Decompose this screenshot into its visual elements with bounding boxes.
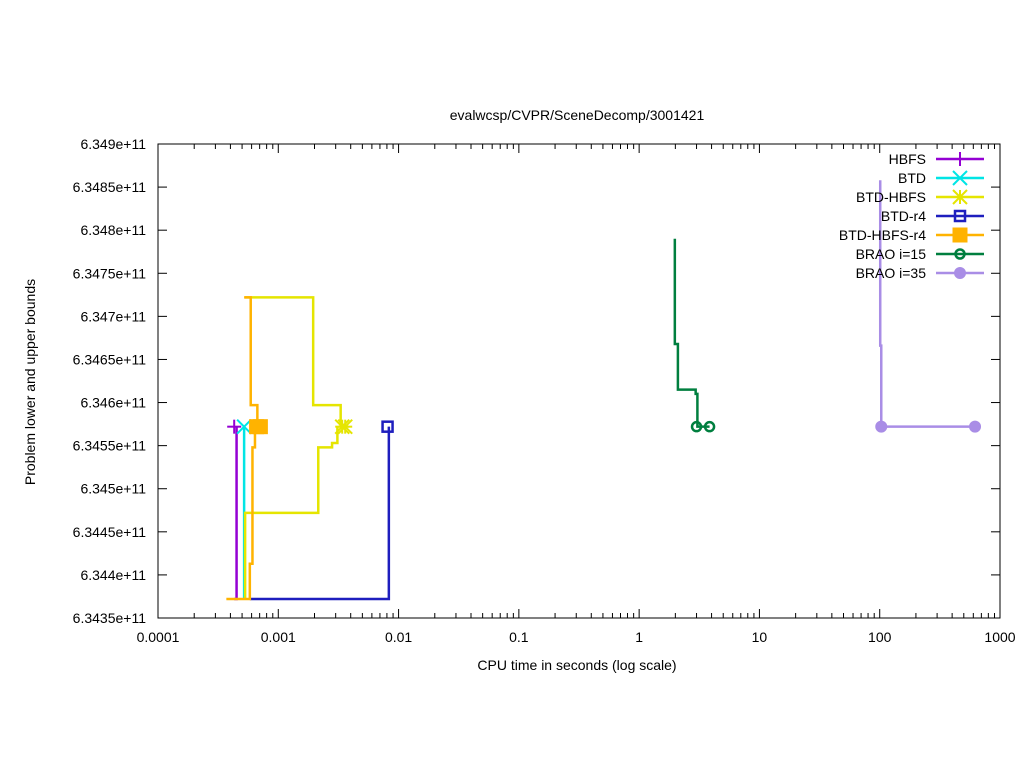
y-tick-label: 6.3455e+11 <box>73 438 147 454</box>
legend-marker <box>953 152 967 166</box>
x-tick-label: 0.1 <box>509 629 529 645</box>
legend-entry-brao-i-15: BRAO i=15 <box>856 246 984 262</box>
series-marker-btd <box>236 418 252 435</box>
y-tick-label: 6.3465e+11 <box>73 351 147 367</box>
y-tick-label: 6.347e+11 <box>80 308 146 324</box>
series-marker-btd-hbfs-r4 <box>252 419 268 435</box>
series-marker-brao-i-15-shape <box>703 420 716 433</box>
series-marker-btd-r4-shape <box>381 420 394 433</box>
series-marker-btd-hbfs-r4-shape <box>252 419 268 435</box>
series-line-btd-hbfs-r4 <box>244 296 259 427</box>
series-line-brao-i-15 <box>673 238 710 428</box>
series-marker-brao-i-35-shape <box>969 420 982 433</box>
x-tick-label: 0.01 <box>385 629 412 645</box>
legend-marker-d2 <box>952 170 968 186</box>
series-marker-brao-i-35-shape <box>875 420 888 433</box>
legend-marker-d2 <box>952 189 968 205</box>
x-tick-label: 100 <box>868 629 892 645</box>
series-marker-brao-i-15 <box>690 420 703 433</box>
legend-entry-btd: BTD <box>898 170 984 186</box>
legend-label: BTD-r4 <box>881 208 926 224</box>
plot-area-border <box>157 143 1001 619</box>
series-line-brao-i-35 <box>878 180 976 428</box>
x-tick-label: 1 <box>635 629 643 645</box>
x-tick-label: 0.001 <box>261 629 296 645</box>
legend-marker <box>952 170 968 186</box>
series-marker-btd-d2 <box>236 418 252 435</box>
y-tick-label: 6.349e+11 <box>80 136 146 152</box>
series-marker-btd-hbfs <box>337 418 353 435</box>
legend-marker <box>952 189 968 205</box>
series-line-btd-hbfs <box>245 296 342 427</box>
x-tick-label: 0.0001 <box>137 629 180 645</box>
legend-marker-shape <box>954 267 966 279</box>
legend-marker <box>953 209 967 223</box>
y-tick-label: 6.348e+11 <box>80 222 146 238</box>
legend-entry-btd-hbfs: BTD-HBFS <box>856 189 984 205</box>
series-line-hbfs <box>234 426 238 601</box>
legend-label: HBFS <box>889 151 926 167</box>
chart-title: evalwcsp/CVPR/SceneDecomp/3001421 <box>450 107 705 123</box>
series-line-btd-r4 <box>249 426 391 601</box>
series-lines <box>226 180 976 601</box>
legend: HBFS BTD BTD-HBFS BTD-r4 BTD-HBFS-r4 BRAO i=1… <box>839 151 984 281</box>
y-tick-label: 6.346e+11 <box>80 395 146 411</box>
series-marker-brao-i-35 <box>875 420 888 433</box>
series-marker-hbfs <box>227 419 242 434</box>
series-line-btd-hbfs <box>243 426 339 600</box>
axis-ticks <box>157 143 1001 619</box>
legend-marker-shape <box>954 248 966 260</box>
legend-label: BRAO i=35 <box>856 265 927 281</box>
y-tick-label: 6.3435e+11 <box>73 610 147 626</box>
y-axis-title: Problem lower and upper bounds <box>22 279 38 485</box>
series-marker-btd-hbfs-d2 <box>337 418 353 435</box>
series-line-btd-hbfs-r4 <box>226 426 257 601</box>
series-marker-brao-i-15-shape <box>690 420 703 433</box>
y-tick-label: 6.345e+11 <box>80 481 146 497</box>
legend-label: BTD-HBFS-r4 <box>839 227 926 243</box>
legend-entry-brao-i-35: BRAO i=35 <box>856 265 984 281</box>
x-tick-label: 10 <box>752 629 768 645</box>
legend-entry-btd-r4: BTD-r4 <box>881 208 984 224</box>
legend-marker <box>952 227 968 243</box>
y-tick-label: 6.3445e+11 <box>73 524 147 540</box>
series-marker-brao-i-15 <box>703 420 716 433</box>
legend-entry-btd-hbfs-r4: BTD-HBFS-r4 <box>839 227 984 243</box>
series-markers <box>227 418 982 435</box>
legend-label: BTD-HBFS <box>856 189 926 205</box>
x-tick-label: 1000 <box>984 629 1015 645</box>
legend-marker-shape <box>953 209 967 223</box>
y-tick-label: 6.3475e+11 <box>73 265 147 281</box>
x-axis-title: CPU time in seconds (log scale) <box>477 657 676 673</box>
series-marker-btd-r4 <box>381 420 394 433</box>
legend-marker <box>954 248 966 260</box>
y-tick-label: 6.344e+11 <box>80 567 146 583</box>
legend-marker-shape <box>952 227 968 243</box>
legend-label: BRAO i=15 <box>856 246 927 262</box>
legend-entry-hbfs: HBFS <box>889 151 984 167</box>
legend-marker <box>954 267 966 279</box>
y-tick-label: 6.3485e+11 <box>73 179 147 195</box>
legend-label: BTD <box>898 170 926 186</box>
series-marker-brao-i-35 <box>969 420 982 433</box>
tick-labels: 0.0001 0.001 0.01 0.1 1 10 100 1000 6.3435e+11 6.… <box>73 136 1016 645</box>
